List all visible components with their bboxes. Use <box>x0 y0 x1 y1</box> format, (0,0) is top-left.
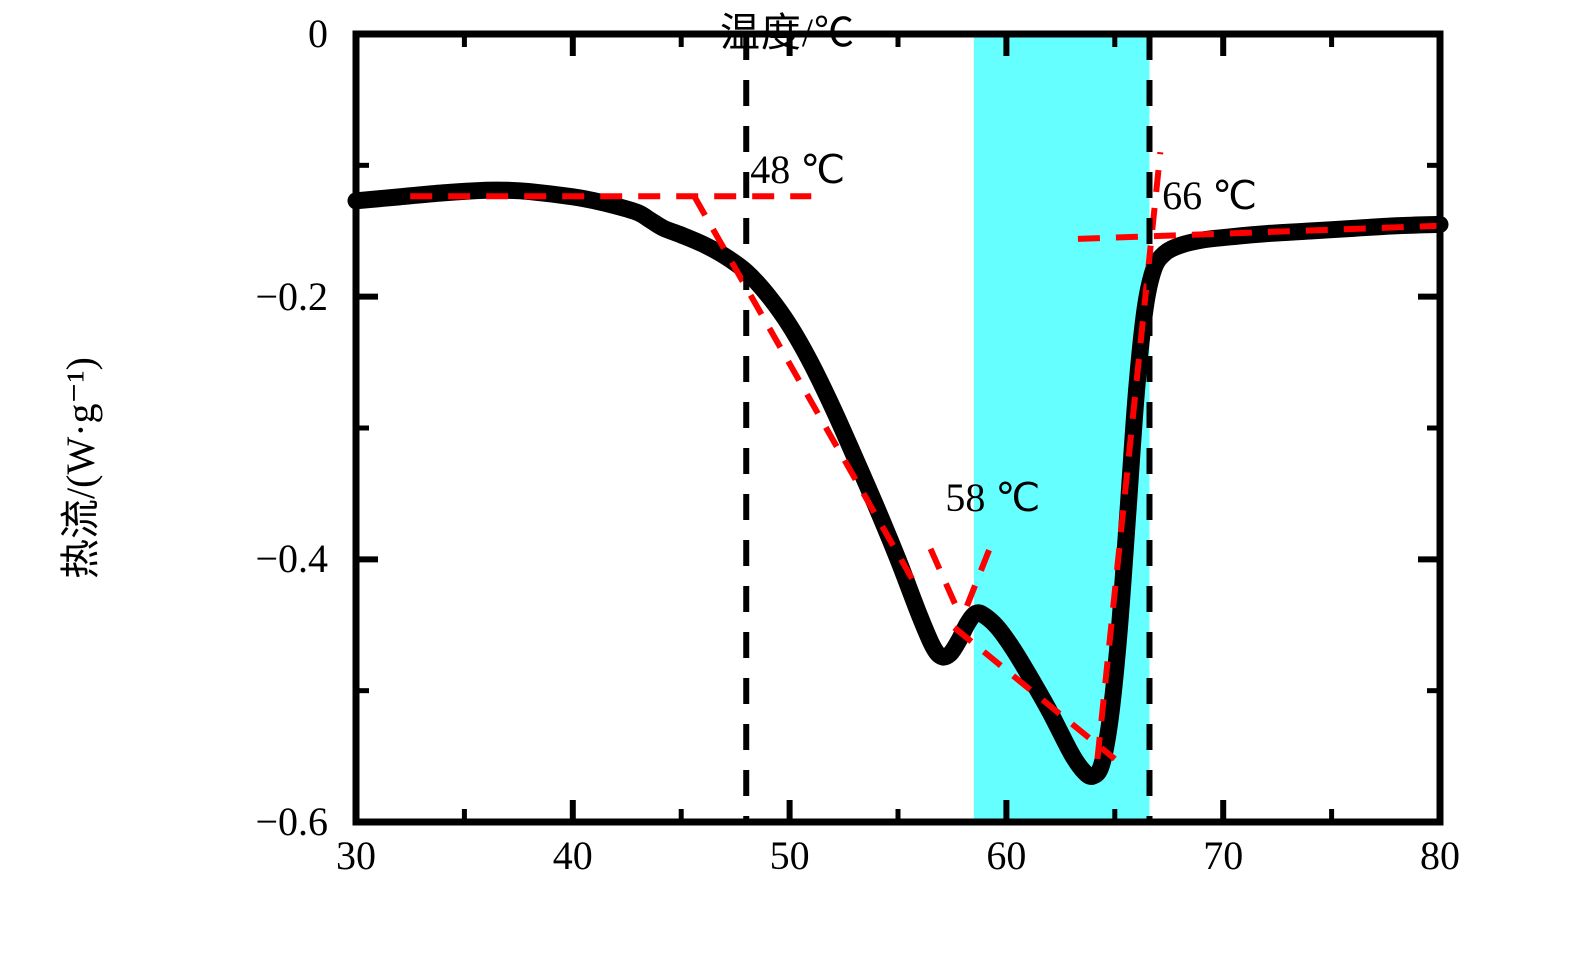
tangent-shoulder-left <box>927 547 964 619</box>
x-axis-title: 温度/℃ <box>719 10 856 55</box>
x-tick-label: 80 <box>1420 833 1460 878</box>
x-tick-label: 40 <box>552 833 593 878</box>
y-tick-label: −0.4 <box>255 536 328 582</box>
y-tick-label: −0.2 <box>255 273 328 319</box>
tangent-peak-slope <box>952 625 1117 762</box>
y-tick-label: −0.6 <box>255 799 328 844</box>
annotation-offset-label: 66 ℃ <box>1162 173 1258 219</box>
annotation-shoulder-label: 58 ℃ <box>945 475 1041 521</box>
annotation-onset-label: 48 ℃ <box>750 146 846 192</box>
plot-frame <box>352 30 1444 826</box>
x-tick-label: 30 <box>336 833 376 878</box>
y-tick-label: 0 <box>308 11 328 56</box>
y-axis-title-wrapper: 热流/(W·g⁻¹) <box>47 148 107 788</box>
shaded-region-melting-region <box>973 36 1150 822</box>
tangent-offset-slope <box>1094 151 1164 760</box>
x-tick-label: 50 <box>769 833 810 878</box>
tangent-shoulder-right <box>960 549 992 617</box>
y-axis-title: 热流/(W·g⁻¹) <box>58 357 103 579</box>
x-tick-label: 60 <box>986 833 1027 878</box>
data-series-0 <box>347 181 1449 785</box>
x-tick-label: 70 <box>1203 833 1244 878</box>
